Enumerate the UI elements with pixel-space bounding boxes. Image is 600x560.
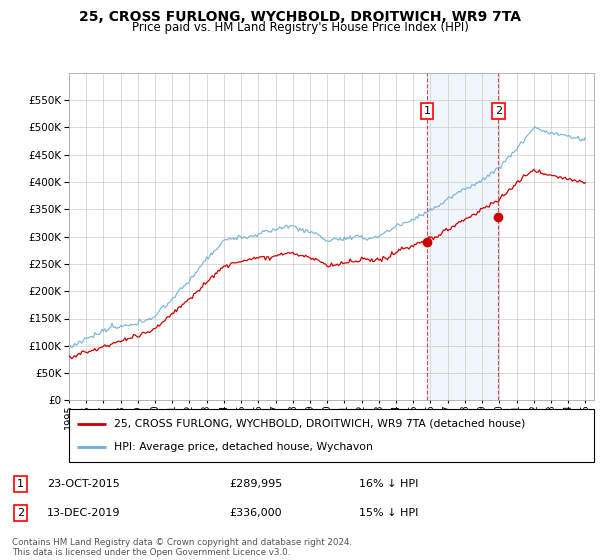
Text: 13-DEC-2019: 13-DEC-2019 [47, 508, 121, 518]
FancyBboxPatch shape [69, 409, 594, 462]
Text: Contains HM Land Registry data © Crown copyright and database right 2024.
This d: Contains HM Land Registry data © Crown c… [12, 538, 352, 557]
Text: 1: 1 [17, 479, 24, 489]
Text: £289,995: £289,995 [229, 479, 283, 489]
Text: 2: 2 [17, 508, 24, 518]
Text: 15% ↓ HPI: 15% ↓ HPI [359, 508, 418, 518]
Bar [427, 73, 499, 400]
Text: 2: 2 [495, 106, 502, 116]
Text: 1: 1 [424, 106, 431, 116]
Text: 16% ↓ HPI: 16% ↓ HPI [359, 479, 418, 489]
Text: 25, CROSS FURLONG, WYCHBOLD, DROITWICH, WR9 7TA (detached house): 25, CROSS FURLONG, WYCHBOLD, DROITWICH, … [113, 419, 525, 429]
Text: HPI: Average price, detached house, Wychavon: HPI: Average price, detached house, Wych… [113, 442, 373, 452]
Text: 25, CROSS FURLONG, WYCHBOLD, DROITWICH, WR9 7TA: 25, CROSS FURLONG, WYCHBOLD, DROITWICH, … [79, 10, 521, 24]
Text: Price paid vs. HM Land Registry's House Price Index (HPI): Price paid vs. HM Land Registry's House … [131, 21, 469, 34]
Text: £336,000: £336,000 [229, 508, 282, 518]
Text: 23-OCT-2015: 23-OCT-2015 [47, 479, 120, 489]
